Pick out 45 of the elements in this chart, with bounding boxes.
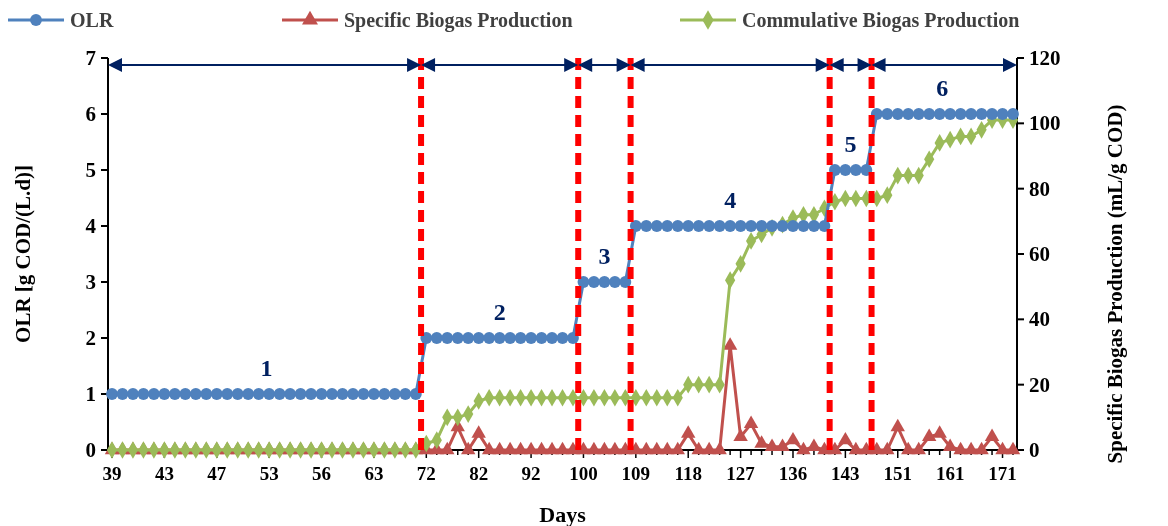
y2-tick-label: 60 — [1029, 242, 1050, 266]
x-tick-label: 92 — [521, 463, 541, 484]
y-tick-label: 6 — [85, 102, 96, 126]
annotation: 1 — [260, 355, 273, 381]
legend-label: OLR — [70, 9, 114, 31]
y-tick-label: 4 — [85, 214, 97, 238]
x-tick-label: 82 — [469, 463, 489, 484]
y-tick-label: 1 — [85, 382, 96, 406]
y-tick-label: 2 — [85, 326, 96, 350]
y2-tick-label: 20 — [1029, 372, 1050, 397]
x-tick-label: 43 — [154, 463, 174, 484]
annotation: 4 — [724, 187, 737, 213]
x-tick-label: 151 — [883, 463, 913, 484]
legend-label: Specific Biogas Production — [344, 9, 573, 32]
annotation: 5 — [844, 131, 857, 157]
y2-tick-label: 0 — [1029, 438, 1040, 462]
x-axis-title: Days — [539, 502, 587, 526]
y-tick-label: 0 — [85, 438, 96, 462]
x-tick-label: 63 — [364, 463, 384, 484]
y-tick-label: 7 — [85, 46, 96, 70]
x-tick-label: 53 — [259, 463, 279, 484]
y2-axis-title: Specific Biogas Production (mL/g COD) — [1103, 104, 1127, 464]
y-tick-label: 3 — [85, 270, 96, 294]
x-tick-label: 56 — [312, 463, 332, 484]
y2-tick-label: 40 — [1029, 307, 1050, 332]
x-tick-label: 161 — [935, 463, 965, 484]
annotation: 6 — [936, 75, 949, 101]
y2-tick-label: 100 — [1029, 111, 1061, 136]
x-tick-label: 47 — [207, 463, 227, 484]
x-tick-label: 39 — [102, 463, 122, 484]
x-tick-label: 171 — [988, 463, 1017, 484]
y2-tick-label: 120 — [1029, 46, 1061, 70]
y2-tick-label: 80 — [1029, 176, 1050, 201]
x-tick-label: 118 — [674, 463, 702, 484]
y-tick-label: 5 — [85, 158, 96, 182]
x-tick-label: 143 — [831, 463, 860, 484]
annotation: 3 — [598, 243, 611, 269]
y-axis-title: OLR [g COD/(L.d)] — [11, 165, 35, 343]
x-tick-label: 127 — [726, 463, 756, 484]
x-tick-label: 109 — [621, 463, 651, 484]
x-tick-label: 100 — [569, 463, 598, 484]
x-tick-label: 136 — [778, 463, 808, 484]
annotation: 2 — [493, 299, 506, 325]
x-tick-label: 72 — [416, 463, 436, 484]
legend-label: Commulative Biogas Production — [742, 9, 1020, 32]
